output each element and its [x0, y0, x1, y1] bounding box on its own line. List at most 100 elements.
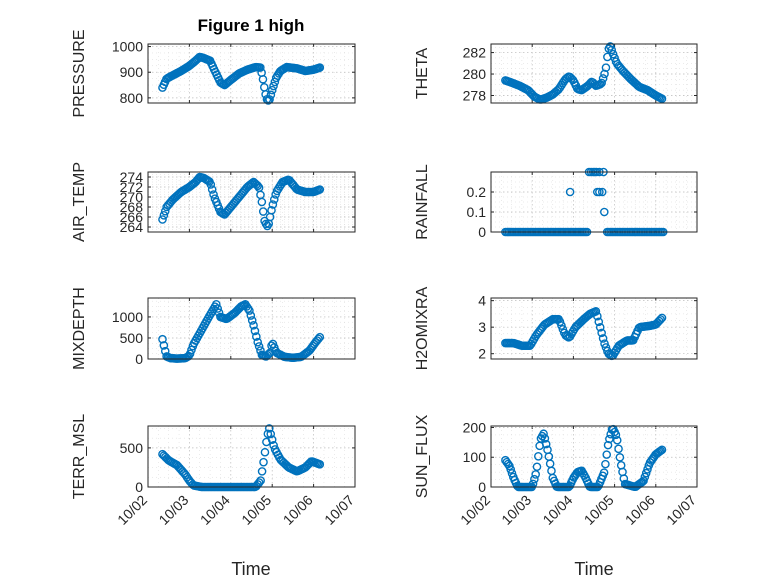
data-point: [532, 462, 542, 472]
data-point: [639, 476, 648, 485]
data-point: [159, 211, 169, 220]
data-point: [540, 434, 550, 443]
subplot-sun-flux: 0 100 200 10/02 10/03 10/04 10/05 10/06 10/07 SUN…: [414, 414, 699, 528]
data-point: [267, 85, 277, 95]
y-tick-label: 100: [463, 449, 487, 465]
x-tick-label: 10/03: [498, 492, 534, 528]
axes-frame: [147, 171, 356, 233]
y-tick-label: 1000: [112, 309, 143, 325]
data-point: [266, 429, 276, 439]
y-tick-label: 270: [120, 189, 144, 205]
data-point: [315, 185, 325, 194]
data-point: [614, 444, 623, 454]
data-point: [250, 326, 260, 336]
y-axis-label: THETA: [414, 48, 431, 100]
y-axis-label: MIXDEPTH: [71, 287, 88, 370]
y-tick-label: 200: [463, 419, 487, 435]
y-tick-label: 0: [135, 351, 143, 367]
data-point: [212, 300, 221, 309]
data-point: [599, 468, 609, 477]
data-point: [591, 307, 601, 316]
y-tick-label: 280: [463, 66, 487, 82]
data-point: [257, 197, 267, 207]
axes-box: [147, 425, 356, 488]
data-point: [600, 207, 609, 217]
data-point: [259, 457, 268, 467]
subplot-theta: 278 280 282 THETA: [414, 42, 698, 104]
x-tick-label: 10/07: [663, 492, 699, 528]
data-point: [541, 439, 551, 449]
data-point: [594, 317, 604, 327]
data-point: [258, 207, 268, 216]
data-point: [593, 311, 602, 321]
y-tick-label: 264: [120, 219, 144, 235]
data-point: [597, 78, 606, 88]
data-point: [657, 313, 667, 323]
figure-title: Figure 1 high: [198, 16, 305, 35]
data-point: [314, 334, 323, 344]
data-point: [258, 74, 268, 84]
data-point: [247, 316, 257, 325]
data-point: [528, 479, 538, 489]
data-point: [245, 306, 254, 315]
subplot-mixdepth: 0 500 1000 MIXDEPTH: [71, 287, 356, 370]
x-tick-label: 10/04: [539, 492, 575, 528]
axes-frame: [147, 297, 356, 360]
data-point: [598, 334, 608, 343]
data-point: [253, 337, 263, 347]
x-axis-label-left: Time: [231, 559, 270, 579]
data-point: [612, 435, 622, 445]
data-point: [206, 180, 216, 189]
data-point: [315, 332, 325, 342]
data-point: [158, 334, 167, 344]
axes-box: [490, 425, 698, 488]
data-point: [595, 323, 605, 332]
x-tick-label: 10/06: [280, 492, 316, 528]
y-axis-label: SUN_FLUX: [414, 414, 431, 498]
y-tick-label: 4: [478, 293, 486, 309]
data-point: [185, 349, 195, 359]
x-tick-label: 10/05: [238, 492, 274, 528]
subplot-h2omixra: 2 3 4 H2OMIXRA: [414, 286, 698, 370]
data-point: [264, 424, 274, 433]
data-point: [214, 308, 224, 318]
data-point: [261, 219, 271, 229]
subplot-pressure: 800 900 1000 PRESSURE: [71, 29, 356, 118]
y-tick-label: 0: [135, 479, 143, 495]
data-point: [260, 447, 270, 457]
data-point: [636, 478, 646, 488]
data-point: [158, 215, 167, 224]
data-point: [187, 345, 196, 355]
data-point: [269, 195, 279, 204]
y-tick-label: 278: [463, 87, 487, 103]
data-point: [263, 429, 273, 439]
y-tick-label: 0: [478, 224, 486, 240]
data-point: [267, 435, 277, 444]
data-point: [268, 200, 278, 209]
y-tick-label: 0.1: [467, 204, 487, 220]
data-point: [257, 467, 267, 476]
data-point: [598, 74, 608, 83]
data-point: [601, 459, 610, 469]
data-point: [530, 474, 539, 484]
x-tick-label: 10/02: [114, 492, 150, 528]
y-tick-label: 282: [463, 45, 487, 61]
y-tick-label: 500: [120, 440, 144, 456]
data-point: [601, 63, 611, 72]
data-point: [207, 185, 217, 194]
y-tick-label: 3: [478, 319, 486, 335]
y-tick-label: 272: [120, 179, 144, 195]
data-point: [656, 446, 665, 456]
data-point: [534, 452, 543, 461]
data-point: [266, 90, 276, 100]
data-point: [249, 321, 258, 330]
data-point: [213, 304, 222, 313]
data-point: [603, 440, 613, 450]
data-point: [315, 63, 325, 72]
data-point: [256, 476, 265, 485]
data-point: [597, 187, 607, 197]
data-point: [597, 328, 606, 338]
data-point: [246, 311, 256, 320]
data-point: [611, 430, 621, 440]
